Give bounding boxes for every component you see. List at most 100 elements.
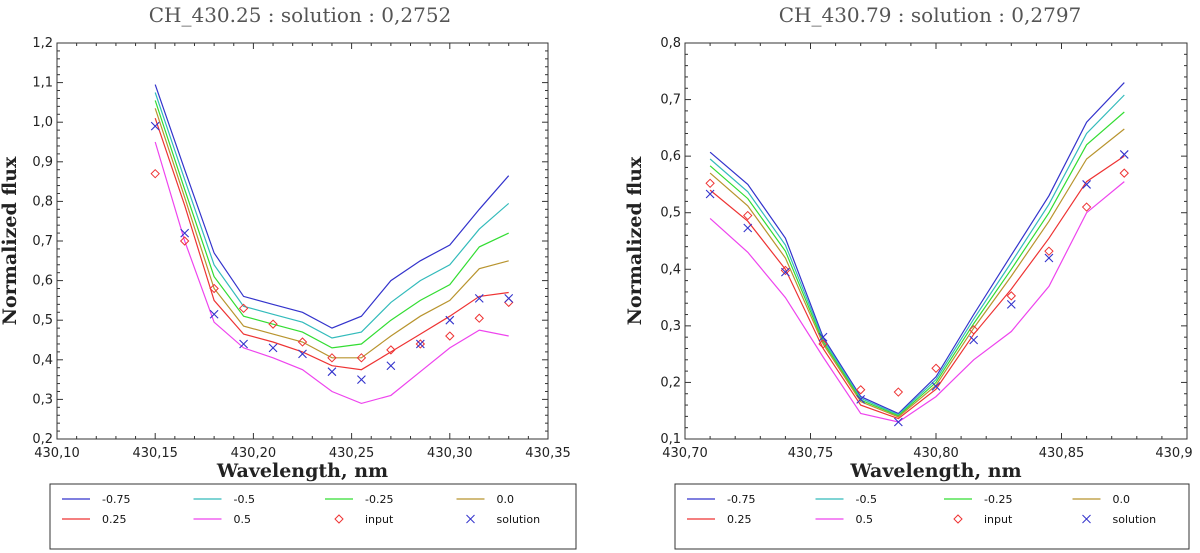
y-tick-label: 0,6 <box>32 274 53 289</box>
series-line--0.5 <box>154 92 510 339</box>
legend-swatch-input <box>953 514 963 524</box>
y-tick-label: 0,7 <box>32 234 53 249</box>
solution-point <box>386 361 396 371</box>
series-line-0.5 <box>154 141 509 405</box>
input-point <box>474 313 484 323</box>
x-tick-label: 430,20 <box>231 446 277 461</box>
plot-area <box>684 42 1188 440</box>
y-tick-label: 0,8 <box>32 194 53 209</box>
input-point <box>1044 246 1054 256</box>
legend-label: 0.0 <box>497 493 515 506</box>
y-tick-label: 0,6 <box>660 149 681 164</box>
legend-label: 0.5 <box>234 513 252 526</box>
x-axis-label: Wavelength, nm <box>216 460 388 482</box>
legend-label: -0.25 <box>365 493 393 506</box>
legend-label: 0.25 <box>727 513 752 526</box>
solution-point <box>893 417 903 427</box>
x-tick-label: 430,75 <box>788 446 834 461</box>
legend-label: solution <box>497 513 541 526</box>
solution-point <box>415 339 425 349</box>
x-tick-label: 430,70 <box>662 446 708 461</box>
y-tick-label: 1,2 <box>32 36 53 51</box>
y-axis-label: Normalized flux <box>624 156 646 325</box>
legend-label: -0.5 <box>856 493 877 506</box>
series-line-0.25 <box>709 155 1125 420</box>
y-tick-label: 0,5 <box>660 206 681 221</box>
solution-point <box>1044 253 1054 263</box>
legend-swatch-solution <box>466 514 475 524</box>
x-tick-label: 430,25 <box>329 446 375 461</box>
series-line--0.25 <box>154 100 509 349</box>
input-point <box>327 353 337 363</box>
solution-point <box>150 121 160 131</box>
legend: -0.75 -0.5 -0.25 0.0 0.25 0.5 input solution <box>674 483 1190 550</box>
input-point <box>743 210 753 221</box>
y-tick-label: 0,2 <box>660 375 681 390</box>
series-line--0.25 <box>709 111 1125 417</box>
legend-label: -0.75 <box>727 493 755 506</box>
input-point <box>150 168 160 179</box>
solution-point <box>1006 299 1016 309</box>
input-point <box>386 345 396 355</box>
legend: -0.75 -0.5 -0.25 0.0 0.25 0.5 input solution <box>49 483 577 550</box>
solution-point <box>268 343 278 353</box>
solution-point <box>504 294 514 303</box>
series-line-0.25 <box>154 118 509 371</box>
solution-point <box>180 228 190 238</box>
legend-label: input <box>365 513 394 526</box>
solution-point <box>743 223 753 233</box>
x-tick-label: 430,9 <box>1155 446 1192 461</box>
solution-point <box>969 335 979 345</box>
solution-point <box>239 339 248 349</box>
x-tick-label: 430,85 <box>1039 446 1085 461</box>
input-point <box>893 387 904 397</box>
legend-box <box>674 483 1190 550</box>
input-point <box>238 303 249 314</box>
input-point <box>931 363 941 373</box>
solution-point <box>781 267 790 277</box>
chart-panel-1: CH_430.25 : solution : 0,2752 0,2 0,3 0,4 0,… <box>0 3 577 550</box>
input-point <box>1081 202 1092 212</box>
input-point <box>855 385 866 395</box>
x-tick-label: 430,35 <box>525 446 571 461</box>
legend-label: input <box>984 513 1013 526</box>
input-point <box>356 353 367 363</box>
legend-label: 0.5 <box>856 513 874 526</box>
y-tick-label: 0,9 <box>32 155 53 170</box>
legend-label: 0.0 <box>1113 493 1131 506</box>
chart-panel-2: CH_430.79 : solution : 0,2797 0,1 0,2 0,3 0,… <box>624 3 1193 550</box>
y-tick-label: 0,7 <box>660 93 681 108</box>
legend-label: -0.25 <box>984 493 1012 506</box>
x-axis-label: Wavelength, nm <box>849 460 1021 482</box>
series-line-0.5 <box>709 181 1125 423</box>
legend-swatch-solution <box>1082 514 1091 524</box>
y-tick-label: 0,1 <box>660 432 681 447</box>
input-point <box>268 319 278 329</box>
series-line--0.5 <box>709 94 1125 416</box>
y-tick-label: 0,8 <box>660 36 681 51</box>
solution-point <box>445 315 455 325</box>
y-tick-label: 0,4 <box>32 353 53 368</box>
input-point <box>445 331 455 341</box>
solution-point <box>1082 180 1091 189</box>
series-line-0.0 <box>154 108 509 359</box>
input-point <box>1119 168 1129 178</box>
input-point <box>179 236 190 246</box>
input-point <box>209 283 219 294</box>
legend-label: solution <box>1113 513 1157 526</box>
solution-point <box>1119 150 1129 159</box>
y-tick-label: 1,0 <box>32 115 53 130</box>
solution-point <box>357 375 366 384</box>
solution-point <box>856 395 866 404</box>
input-point <box>415 339 426 349</box>
y-tick-label: 0,3 <box>32 392 53 407</box>
y-tick-label: 0,4 <box>660 262 681 277</box>
series-line--0.75 <box>709 82 1125 415</box>
chart-title: CH_430.25 : solution : 0,2752 <box>149 3 452 27</box>
solution-point <box>705 189 715 199</box>
y-tick-label: 0,3 <box>660 319 681 334</box>
series-line-0.0 <box>709 128 1125 418</box>
input-point <box>705 178 715 189</box>
y-tick-label: 0,2 <box>32 432 53 447</box>
